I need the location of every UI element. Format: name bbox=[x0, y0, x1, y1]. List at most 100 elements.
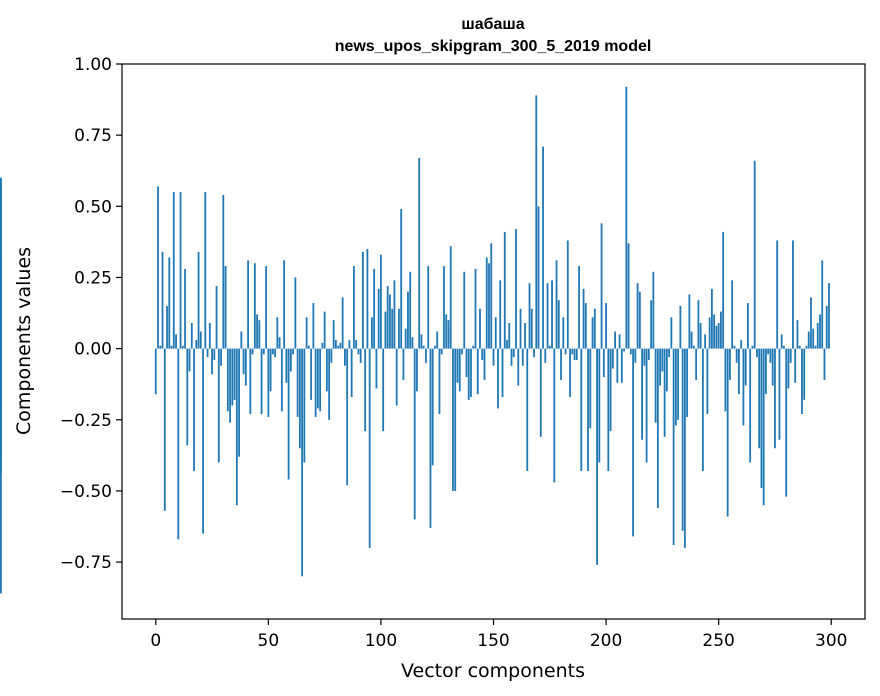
bar-26 bbox=[213, 348, 216, 360]
bar-194 bbox=[591, 317, 594, 349]
bar-265 bbox=[751, 345, 754, 349]
bar-296 bbox=[821, 260, 824, 349]
bar-288 bbox=[803, 348, 806, 400]
bar-62 bbox=[294, 277, 297, 349]
y-axis-label: Components values bbox=[13, 247, 35, 435]
bar-226 bbox=[663, 348, 666, 437]
bar-147 bbox=[485, 257, 488, 349]
bar-250 bbox=[717, 323, 720, 349]
bar-209 bbox=[625, 86, 628, 349]
x-tick-label: 300 bbox=[815, 631, 847, 651]
bar-196 bbox=[596, 348, 598, 565]
bar-158 bbox=[510, 348, 513, 366]
bar-217 bbox=[643, 348, 646, 366]
bar-25 bbox=[211, 348, 213, 375]
bar-193 bbox=[589, 348, 592, 429]
bar-139 bbox=[467, 348, 470, 400]
bar-182 bbox=[564, 348, 567, 355]
bar-213 bbox=[634, 348, 637, 363]
bar-251 bbox=[720, 311, 722, 349]
bar-119 bbox=[422, 345, 425, 349]
bar-244 bbox=[704, 334, 707, 349]
bar-125 bbox=[436, 331, 439, 349]
bar-174 bbox=[546, 283, 549, 349]
bar-11 bbox=[179, 192, 182, 349]
bar-173 bbox=[544, 348, 547, 363]
bar-120 bbox=[425, 348, 427, 363]
bar-150 bbox=[492, 348, 495, 366]
bar-89 bbox=[355, 340, 358, 349]
bar-101 bbox=[382, 348, 385, 432]
x-tick-label: 50 bbox=[258, 631, 280, 651]
bar-75 bbox=[323, 311, 326, 349]
bar-229 bbox=[670, 317, 673, 349]
bar-280 bbox=[785, 348, 788, 497]
bar-146 bbox=[483, 348, 486, 380]
bar-43 bbox=[251, 348, 254, 355]
x-axis-label: Vector components bbox=[401, 660, 585, 682]
bar-267 bbox=[756, 348, 758, 358]
bar-9 bbox=[175, 334, 177, 349]
bar-169 bbox=[535, 95, 538, 349]
bar-53 bbox=[274, 348, 276, 358]
bar-215 bbox=[638, 291, 641, 349]
bar-81 bbox=[337, 345, 340, 349]
bar-77 bbox=[328, 348, 331, 420]
bar-106 bbox=[393, 280, 396, 349]
bar-117 bbox=[418, 157, 421, 349]
bar-271 bbox=[765, 348, 767, 395]
bar-263 bbox=[747, 303, 749, 349]
bar-210 bbox=[627, 243, 630, 349]
bar-258 bbox=[735, 348, 738, 363]
bar-4 bbox=[163, 348, 166, 511]
bar-96 bbox=[371, 317, 373, 349]
bar-279 bbox=[783, 345, 785, 349]
x-tick-label: 0 bbox=[150, 631, 161, 651]
bar-95 bbox=[368, 348, 371, 548]
bar-154 bbox=[501, 348, 504, 397]
bar-256 bbox=[731, 280, 734, 349]
y-tick-label: 0.75 bbox=[74, 126, 112, 146]
bar-140 bbox=[470, 348, 472, 397]
plot-frame bbox=[121, 63, 866, 620]
bar-undefined bbox=[0, 266, 2, 349]
bar-172 bbox=[542, 146, 544, 349]
bar-67 bbox=[305, 317, 308, 349]
bar-70 bbox=[312, 303, 315, 349]
bar-281 bbox=[787, 348, 790, 389]
bar-113 bbox=[409, 271, 412, 349]
bar-90 bbox=[357, 348, 360, 355]
bar-222 bbox=[654, 348, 657, 423]
y-tick-label: 1.00 bbox=[74, 55, 112, 75]
bar-6 bbox=[168, 257, 171, 349]
bar-59 bbox=[287, 348, 290, 480]
bar-68 bbox=[307, 345, 310, 349]
bar-94 bbox=[366, 249, 369, 349]
bar-187 bbox=[575, 348, 578, 360]
bar-71 bbox=[314, 348, 317, 417]
x-tick-label: 100 bbox=[365, 631, 397, 651]
bar-190 bbox=[582, 288, 585, 349]
bar-298 bbox=[825, 305, 828, 349]
bar-108 bbox=[398, 308, 400, 349]
bar-1 bbox=[157, 186, 159, 349]
bar-171 bbox=[539, 348, 542, 437]
bar-205 bbox=[616, 348, 619, 383]
bar-275 bbox=[774, 348, 776, 449]
bar-175 bbox=[548, 345, 551, 349]
bar-34 bbox=[231, 348, 234, 406]
bar-295 bbox=[819, 314, 821, 349]
bar-49 bbox=[265, 266, 267, 349]
bar-7 bbox=[170, 345, 173, 349]
bar-261 bbox=[742, 348, 745, 426]
bar-27 bbox=[215, 286, 218, 349]
x-axis-ticks: 0 50 100 150 200 250 300 bbox=[150, 619, 847, 651]
bar-178 bbox=[555, 260, 558, 349]
bar-224 bbox=[659, 348, 662, 386]
bar-278 bbox=[780, 334, 783, 349]
bar-107 bbox=[395, 348, 398, 406]
bar-176 bbox=[551, 280, 553, 349]
bar-297 bbox=[823, 348, 826, 380]
bar-133 bbox=[454, 348, 457, 491]
bar-240 bbox=[695, 348, 698, 380]
